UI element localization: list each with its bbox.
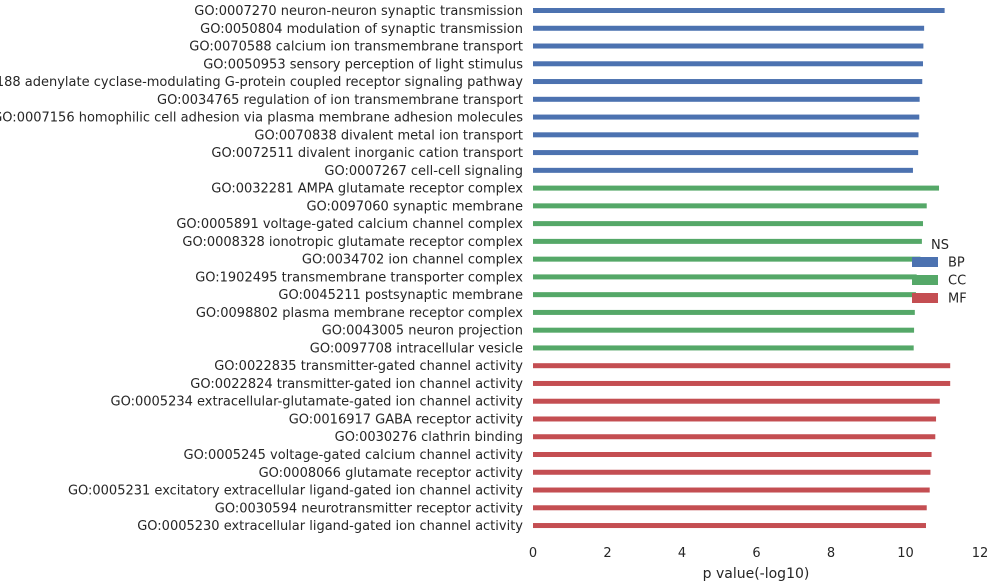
legend-label-bp: BP <box>948 256 965 271</box>
bar-cc-18 <box>533 327 915 333</box>
x-tick-label: 8 <box>827 546 835 561</box>
category-label: GO:0050804 modulation of synaptic transm… <box>200 22 523 37</box>
category-label: GO:0098802 plasma membrane receptor comp… <box>196 306 523 321</box>
category-label: GO:0034702 ion channel complex <box>302 253 523 268</box>
category-label: GO:0008066 glutamate receptor activity <box>259 466 524 481</box>
category-label: GO:0007156 homophilic cell adhesion via … <box>0 111 523 126</box>
bar-cc-10 <box>533 185 940 191</box>
bar-cc-16 <box>533 292 916 298</box>
category-label: GO:0005891 voltage-gated calcium channel… <box>176 217 523 232</box>
bar-mf-23 <box>533 416 937 422</box>
bar-cc-11 <box>533 203 927 209</box>
x-tick-label: 4 <box>678 546 686 561</box>
x-axis-ticks: 0 2 4 6 8 10 12 <box>529 546 988 561</box>
legend-title: NS <box>931 238 949 253</box>
category-label: GO:0043005 neuron projection <box>322 324 523 339</box>
legend-swatch-bp <box>912 257 938 267</box>
bar-cc-17 <box>533 309 915 315</box>
category-label: GO:0005230 extracellular ligand-gated io… <box>137 519 523 534</box>
category-label: GO:0030276 clathrin binding <box>335 430 523 445</box>
x-tick-label: 6 <box>752 546 760 561</box>
x-tick-label: 12 <box>972 546 989 561</box>
x-tick-label: 10 <box>897 546 914 561</box>
category-label: GO:0050953 sensory perception of light s… <box>203 57 523 72</box>
bar-bp-6 <box>533 114 920 120</box>
bar-bp-0 <box>533 8 945 13</box>
category-label: GO:0097708 intracellular vesicle <box>310 341 523 356</box>
category-label: GO:0032281 AMPA glutamate receptor compl… <box>211 182 523 197</box>
category-label: GO:0072511 divalent inorganic cation tra… <box>211 146 523 161</box>
bar-bp-8 <box>533 150 919 156</box>
category-label: GO:0070838 divalent metal ion transport <box>254 128 523 143</box>
bar-mf-22 <box>533 398 940 404</box>
bar-mf-28 <box>533 505 927 511</box>
x-axis-label: p value(-log10) <box>703 566 810 582</box>
category-label: GO:0008328 ionotropic glutamate receptor… <box>182 235 523 250</box>
category-label: GO:0030594 neurotransmitter receptor act… <box>215 501 524 516</box>
bar-cc-14 <box>533 256 921 262</box>
category-label: GO:0034765 regulation of ion transmembra… <box>157 93 523 108</box>
bar-mf-24 <box>533 434 936 440</box>
legend-swatch-cc <box>912 275 938 285</box>
legend-label-mf: MF <box>948 292 967 307</box>
legend: NS BP CC MF <box>912 238 967 307</box>
legend-entries: BP CC MF <box>912 256 967 307</box>
category-labels: GO:0007270 neuron-neuron synaptic transm… <box>0 4 523 534</box>
category-label: GO:1902495 transmembrane transporter com… <box>195 270 523 285</box>
bar-mf-29 <box>533 523 926 529</box>
bar-bp-1 <box>533 25 925 31</box>
bar-mf-21 <box>533 380 951 386</box>
bar-bp-4 <box>533 79 923 85</box>
x-tick-label: 2 <box>603 546 611 561</box>
category-label: GO:0005231 excitatory extracellular liga… <box>68 484 523 499</box>
bar-bp-3 <box>533 61 924 67</box>
category-label: GO:0007270 neuron-neuron synaptic transm… <box>194 4 523 19</box>
category-label: GO:0022835 transmitter-gated channel act… <box>214 359 523 374</box>
bar-bp-5 <box>533 96 920 102</box>
bar-bp-9 <box>533 167 913 173</box>
bar-mf-20 <box>533 363 951 369</box>
category-label: GO:0005234 extracellular-glutamate-gated… <box>111 395 524 410</box>
legend-swatch-mf <box>912 293 938 303</box>
bar-cc-13 <box>533 238 922 244</box>
bars-layer <box>533 8 951 529</box>
category-label: GO:0005245 voltage-gated calcium channel… <box>184 448 524 463</box>
category-label: GO:0097060 synaptic membrane <box>306 199 523 214</box>
x-tick-label: 0 <box>529 546 537 561</box>
bar-cc-15 <box>533 274 917 280</box>
bar-bp-7 <box>533 132 919 138</box>
bar-cc-12 <box>533 221 924 227</box>
bar-mf-25 <box>533 452 932 457</box>
bar-cc-19 <box>533 345 914 351</box>
category-label: GO:0007267 cell-cell signaling <box>324 164 523 179</box>
bar-mf-27 <box>533 487 930 493</box>
category-label: GO:0070588 calcium ion transmembrane tra… <box>189 40 523 55</box>
bar-bp-2 <box>533 43 924 49</box>
bar-mf-26 <box>533 469 931 475</box>
category-label: GO:0022824 transmitter-gated ion channel… <box>190 377 523 392</box>
category-label: GO:0045211 postsynaptic membrane <box>278 288 523 303</box>
category-label: GO:0016917 GABA receptor activity <box>289 412 524 427</box>
legend-label-cc: CC <box>948 274 966 289</box>
category-label: GO:0007188 adenylate cyclase-modulating … <box>0 75 523 90</box>
